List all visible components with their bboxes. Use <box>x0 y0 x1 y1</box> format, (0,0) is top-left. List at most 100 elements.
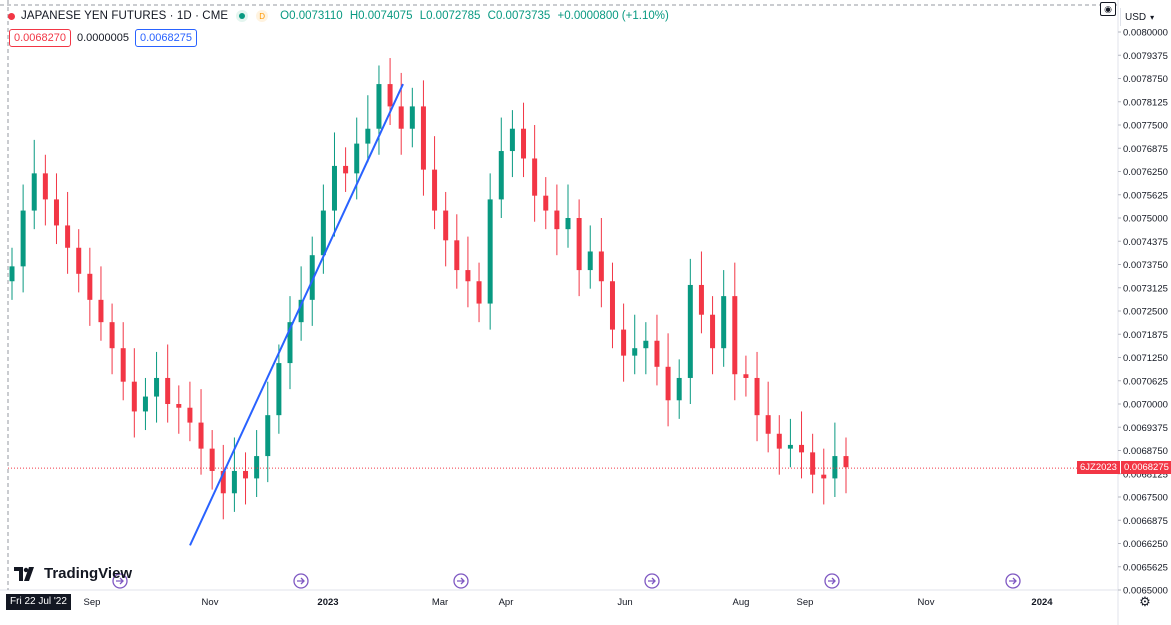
candle-body <box>787 444 793 449</box>
candle-body <box>821 474 827 479</box>
candle-body <box>387 84 393 107</box>
candle-body <box>109 322 115 349</box>
candle-body <box>376 84 382 129</box>
candle-body <box>598 251 604 282</box>
candle-body <box>721 296 727 349</box>
candle-body <box>31 173 37 211</box>
candle-body <box>476 281 482 304</box>
candle-body <box>565 218 571 230</box>
candle-body <box>587 251 593 271</box>
candle-body <box>665 366 671 401</box>
tradingview-logo[interactable]: TradingView <box>14 565 132 582</box>
candle-body <box>187 407 193 423</box>
y-tick-label: 0.0065000 <box>1123 586 1168 597</box>
candle-body <box>443 210 449 241</box>
x-tick-label: Nov <box>202 597 219 608</box>
y-tick-label: 0.0080000 <box>1123 28 1168 39</box>
candle-body <box>621 329 627 356</box>
candle-body <box>643 340 649 349</box>
candle-body <box>254 456 260 479</box>
candle-body <box>98 299 104 323</box>
candle-body <box>9 266 15 282</box>
last-price-value: 0.0068275 <box>1120 461 1171 474</box>
candle-body <box>265 415 271 457</box>
candle-body <box>65 225 71 248</box>
candle-body <box>42 173 48 200</box>
y-tick-label: 0.0070625 <box>1123 376 1168 387</box>
high-value: H0.0074075 <box>349 10 413 22</box>
y-tick-label: 0.0070000 <box>1123 400 1168 411</box>
candle-body <box>87 273 93 300</box>
candle-body <box>521 128 527 159</box>
change-value: +0.0000800 (+1.10%) <box>557 10 669 22</box>
quote-pills: 0.0068270 0.0000005 0.0068275 <box>9 29 197 47</box>
y-tick-label: 0.0076250 <box>1123 167 1168 178</box>
candle-body <box>198 422 204 449</box>
candle-body <box>131 381 137 412</box>
tradingview-logo-icon <box>14 566 34 581</box>
candle-body <box>843 456 849 468</box>
symbol-title[interactable]: JAPANESE YEN FUTURES · 1D · CME <box>21 10 229 22</box>
event-marker-arrow <box>828 577 836 585</box>
chevron-down-icon: ▾ <box>1150 12 1155 22</box>
candle-body <box>654 340 660 367</box>
candle-body <box>432 169 438 211</box>
candle-body <box>420 106 426 170</box>
candle-body <box>287 322 293 364</box>
symbol-header: JAPANESE YEN FUTURES · 1D · CME D O0.007… <box>4 6 673 26</box>
candle-body <box>398 106 404 129</box>
y-tick-label: 0.0066875 <box>1123 516 1168 527</box>
trendline <box>189 83 404 546</box>
last-price-tag: 6JZ2023 0.0068275 <box>1077 461 1171 474</box>
y-tick-label: 0.0068750 <box>1123 446 1168 457</box>
market-open-icon[interactable] <box>236 10 249 22</box>
y-tick-label: 0.0067500 <box>1123 493 1168 504</box>
y-tick-label: 0.0077500 <box>1123 121 1168 132</box>
close-value: C0.0073735 <box>487 10 551 22</box>
bid-pill[interactable]: 0.0068270 <box>9 29 71 47</box>
candle-body <box>465 270 471 282</box>
y-tick-label: 0.0079375 <box>1123 51 1168 62</box>
y-tick-label: 0.0069375 <box>1123 423 1168 434</box>
x-tick-label: Nov <box>918 597 935 608</box>
y-tick-label: 0.0078125 <box>1123 97 1168 108</box>
y-tick-label: 0.0071250 <box>1123 353 1168 364</box>
x-tick-label: Apr <box>499 597 514 608</box>
y-tick-label: 0.0074375 <box>1123 237 1168 248</box>
candle-body <box>710 314 716 349</box>
candle-body <box>120 348 126 382</box>
ask-pill[interactable]: 0.0068275 <box>135 29 197 47</box>
candle-body <box>76 247 82 274</box>
delay-badge[interactable]: D <box>256 10 269 22</box>
candle-body <box>532 158 538 196</box>
last-price-symbol: 6JZ2023 <box>1077 461 1120 474</box>
low-value: L0.0072785 <box>419 10 481 22</box>
y-tick-label: 0.0073750 <box>1123 260 1168 271</box>
screenshot-icon[interactable]: ◉ <box>1100 2 1116 16</box>
candle-body <box>231 470 237 494</box>
y-tick-label: 0.0072500 <box>1123 307 1168 318</box>
candle-body <box>765 415 771 434</box>
gear-icon[interactable]: ⚙ <box>1139 594 1151 609</box>
y-tick-label: 0.0068125 <box>1123 469 1168 480</box>
candle-body <box>331 165 337 211</box>
candle-body <box>810 452 816 475</box>
y-tick-label: 0.0066250 <box>1123 539 1168 550</box>
candle-body <box>632 348 638 356</box>
candle-body <box>243 470 249 479</box>
event-marker-arrow <box>116 577 124 585</box>
cursor-date-label: Fri 22 Jul '22 <box>6 594 71 610</box>
x-tick-label: Sep <box>84 597 101 608</box>
currency-selector[interactable]: USD ▾ <box>1120 8 1168 26</box>
y-tick-label: 0.0065625 <box>1123 562 1168 573</box>
candle-body <box>409 106 415 129</box>
y-tick-label: 0.0071875 <box>1123 330 1168 341</box>
candle-body <box>343 165 349 174</box>
candle-body <box>776 433 782 449</box>
candle-body <box>554 210 560 230</box>
candle-body <box>276 363 282 416</box>
candle-body <box>220 470 226 494</box>
event-marker-arrow <box>457 577 465 585</box>
